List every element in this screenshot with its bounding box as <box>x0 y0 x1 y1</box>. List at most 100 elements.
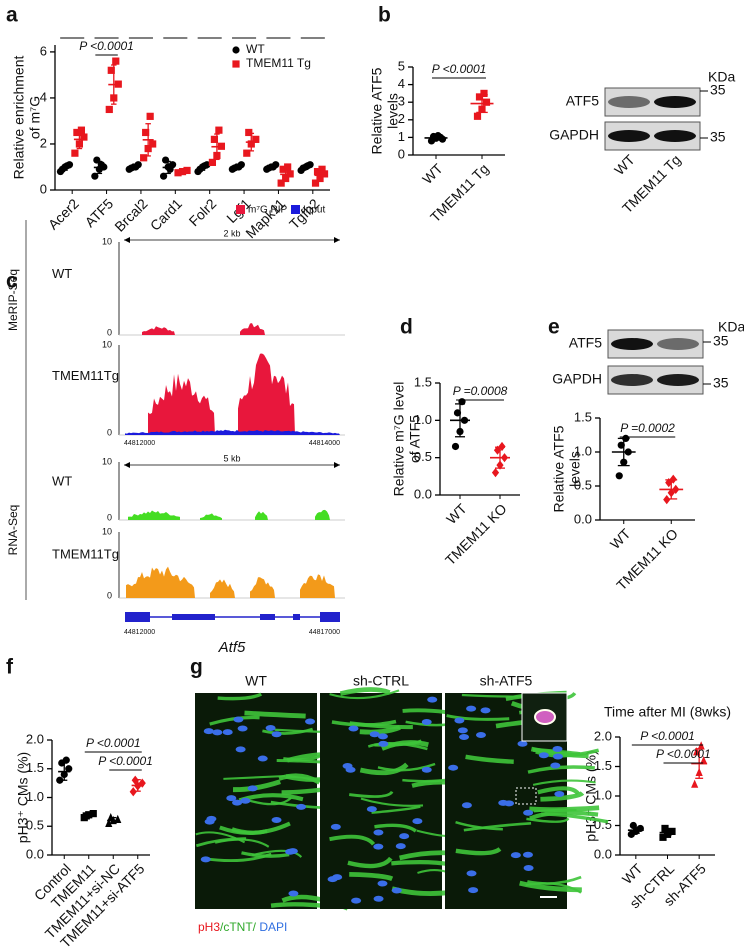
nucleus <box>412 818 423 825</box>
data-point <box>62 756 70 764</box>
coverage <box>126 566 195 598</box>
nucleus <box>475 731 486 738</box>
blot-band <box>608 96 650 108</box>
exon <box>293 614 300 620</box>
data-point <box>480 89 488 97</box>
y-tick-label: 0.0 <box>594 846 612 861</box>
ph3-cell <box>534 709 556 725</box>
nucleus <box>538 752 549 759</box>
nucleus <box>554 791 565 798</box>
coverage <box>240 323 265 335</box>
data-point <box>73 128 81 137</box>
data-point <box>665 478 673 488</box>
data-point <box>451 442 460 451</box>
fiber <box>359 762 409 776</box>
y-tick-label: 2.0 <box>26 731 44 746</box>
nucleus <box>517 740 528 747</box>
fiber <box>349 871 394 882</box>
data-point <box>105 105 113 114</box>
track-scale: 10 <box>102 526 112 536</box>
marker-unit: KDa <box>718 319 744 335</box>
track-scale: 10 <box>102 236 112 246</box>
track-scale: 0 <box>107 590 112 600</box>
marker-label: 35 <box>713 375 729 391</box>
data-point <box>482 98 491 106</box>
y-tick-label: 2 <box>398 111 405 126</box>
data-point <box>491 468 500 478</box>
span-label: 5 kb <box>223 453 240 463</box>
blot-row-label: GAPDH <box>549 127 599 143</box>
y-tick-label: 3 <box>398 94 405 109</box>
data-point <box>473 112 482 120</box>
nucleus <box>550 762 561 769</box>
data-point <box>659 833 667 841</box>
data-point <box>453 409 462 417</box>
data-point <box>663 495 671 505</box>
track-label: WT <box>52 266 72 281</box>
y-tick-label: 0.0 <box>414 486 432 501</box>
significance-label: P <0.0001 <box>432 62 487 76</box>
nucleus <box>377 880 388 887</box>
data-point <box>129 787 137 797</box>
x-tick-label: Card1 <box>147 195 185 233</box>
fiber <box>461 693 524 698</box>
nucleus <box>305 718 316 725</box>
coverage <box>250 577 275 598</box>
y-tick-label: 1.5 <box>414 374 432 389</box>
data-point <box>668 827 676 835</box>
nucleus <box>378 740 389 747</box>
nucleus <box>200 856 211 863</box>
marker-label: 35 <box>713 333 729 349</box>
roi <box>515 787 537 805</box>
fiber <box>251 849 303 858</box>
x-tick-label: WT <box>419 160 446 187</box>
nucleus <box>457 727 468 734</box>
legend-swatch <box>291 205 300 214</box>
nucleus <box>377 733 388 740</box>
chart-title: Time after MI (8wks) <box>604 704 731 720</box>
panel-letter: b <box>378 4 391 27</box>
nucleus <box>510 852 521 859</box>
nucleus <box>204 818 215 825</box>
nucleus <box>466 870 477 877</box>
y-tick-label: 0.0 <box>26 846 44 861</box>
y-tick-label: 1.5 <box>26 760 44 775</box>
data-point <box>700 756 708 765</box>
y-tick-label: 4 <box>40 89 47 104</box>
y-tick-label: 1.0 <box>26 789 44 804</box>
x-tick-label: WT <box>607 525 634 552</box>
legend-label: TMEM11 Tg <box>246 56 311 70</box>
data-point <box>284 163 292 171</box>
nucleus <box>342 763 353 770</box>
blot-band <box>611 338 653 350</box>
fiber <box>360 797 424 807</box>
y-tick-label: 0 <box>40 181 47 196</box>
data-point <box>105 818 113 827</box>
nucleus <box>461 802 472 809</box>
y-tick-label: 0.5 <box>414 449 432 464</box>
fiber <box>465 754 514 764</box>
y-tick-label: 0.5 <box>26 818 44 833</box>
coverage <box>200 513 222 520</box>
section-label: RNA-Seq <box>6 505 20 556</box>
blot-band <box>657 374 699 386</box>
nucleus <box>480 707 491 714</box>
y-tick-label: 0 <box>398 146 405 161</box>
fiber <box>214 838 270 848</box>
coverage <box>255 511 268 520</box>
fiber <box>541 812 609 824</box>
blot-band <box>608 130 650 142</box>
significance-label: P <0.0001 <box>98 754 153 768</box>
coverage <box>125 429 340 435</box>
fiber <box>455 821 503 831</box>
nucleus <box>373 829 384 836</box>
fiber <box>262 727 314 735</box>
data-point <box>232 60 240 68</box>
nucleus <box>523 809 534 816</box>
fiber <box>526 817 570 823</box>
data-point <box>475 93 484 101</box>
data-point <box>183 166 191 175</box>
coverage <box>300 574 335 598</box>
significance-label: P =0.0008 <box>453 384 508 398</box>
y-axis-label: pH3⁺ CMs (%) <box>15 752 31 843</box>
